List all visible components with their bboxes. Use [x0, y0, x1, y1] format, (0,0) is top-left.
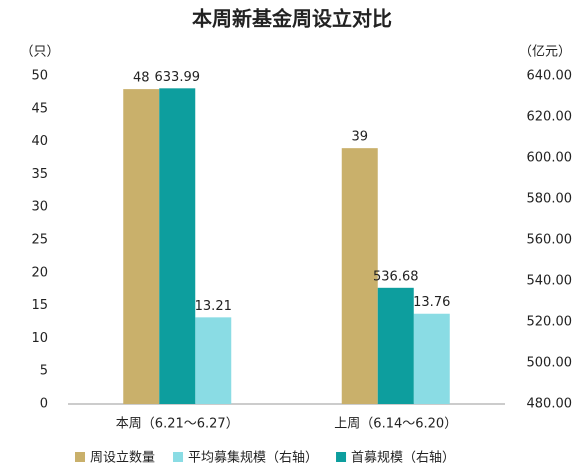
value-label: 536.68	[373, 269, 419, 284]
x-tick-label: 本周（6.21～6.27）	[116, 417, 239, 432]
y2-tick-label: 600.00	[527, 151, 573, 166]
value-label: 13.76	[413, 295, 450, 310]
y-tick-label: 15	[31, 298, 48, 313]
bar	[341, 148, 378, 404]
bar	[123, 89, 160, 405]
legend-swatch	[336, 452, 347, 462]
y-tick-label: 40	[31, 134, 48, 149]
y-axis-label: （只）	[20, 45, 59, 60]
y-tick-label: 10	[31, 331, 48, 346]
y-tick-label: 45	[31, 101, 48, 116]
bar	[377, 287, 414, 404]
x-tick-label: 上周（6.14～6.20）	[334, 417, 457, 432]
legend-swatch	[173, 452, 184, 462]
value-label: 39	[351, 130, 368, 145]
bar	[159, 88, 196, 405]
y2-tick-label: 620.00	[527, 110, 573, 125]
legend-swatch	[75, 452, 85, 462]
y-tick-label: 50	[31, 69, 48, 84]
chart-title: 本周新基金周设立对比	[192, 7, 392, 31]
y2-tick-label: 480.00	[527, 397, 573, 412]
y-tick-label: 25	[31, 233, 48, 248]
y2-axis-label: （亿元）	[519, 45, 571, 60]
y2-tick-label: 500.00	[527, 356, 573, 371]
y2-tick-label: 560.00	[527, 233, 573, 248]
y2-tick-label: 640.00	[527, 69, 573, 84]
value-label: 633.99	[155, 70, 201, 85]
y-tick-label: 20	[31, 265, 48, 280]
bar	[195, 317, 232, 404]
y-tick-label: 30	[31, 200, 48, 215]
legend-label: 首募规模（右轴）	[351, 451, 455, 466]
legend-label: 周设立数量	[90, 451, 155, 466]
y2-tick-label: 580.00	[527, 192, 573, 207]
value-label: 13.21	[195, 299, 232, 314]
y-tick-label: 0	[40, 397, 48, 412]
y-tick-label: 5	[40, 364, 48, 379]
value-label: 48	[133, 71, 150, 86]
y2-tick-label: 540.00	[527, 274, 573, 289]
y-tick-label: 35	[31, 167, 48, 182]
y2-tick-label: 520.00	[527, 315, 573, 330]
bar	[413, 313, 450, 404]
legend-label: 平均募集规模（右轴）	[188, 450, 318, 466]
